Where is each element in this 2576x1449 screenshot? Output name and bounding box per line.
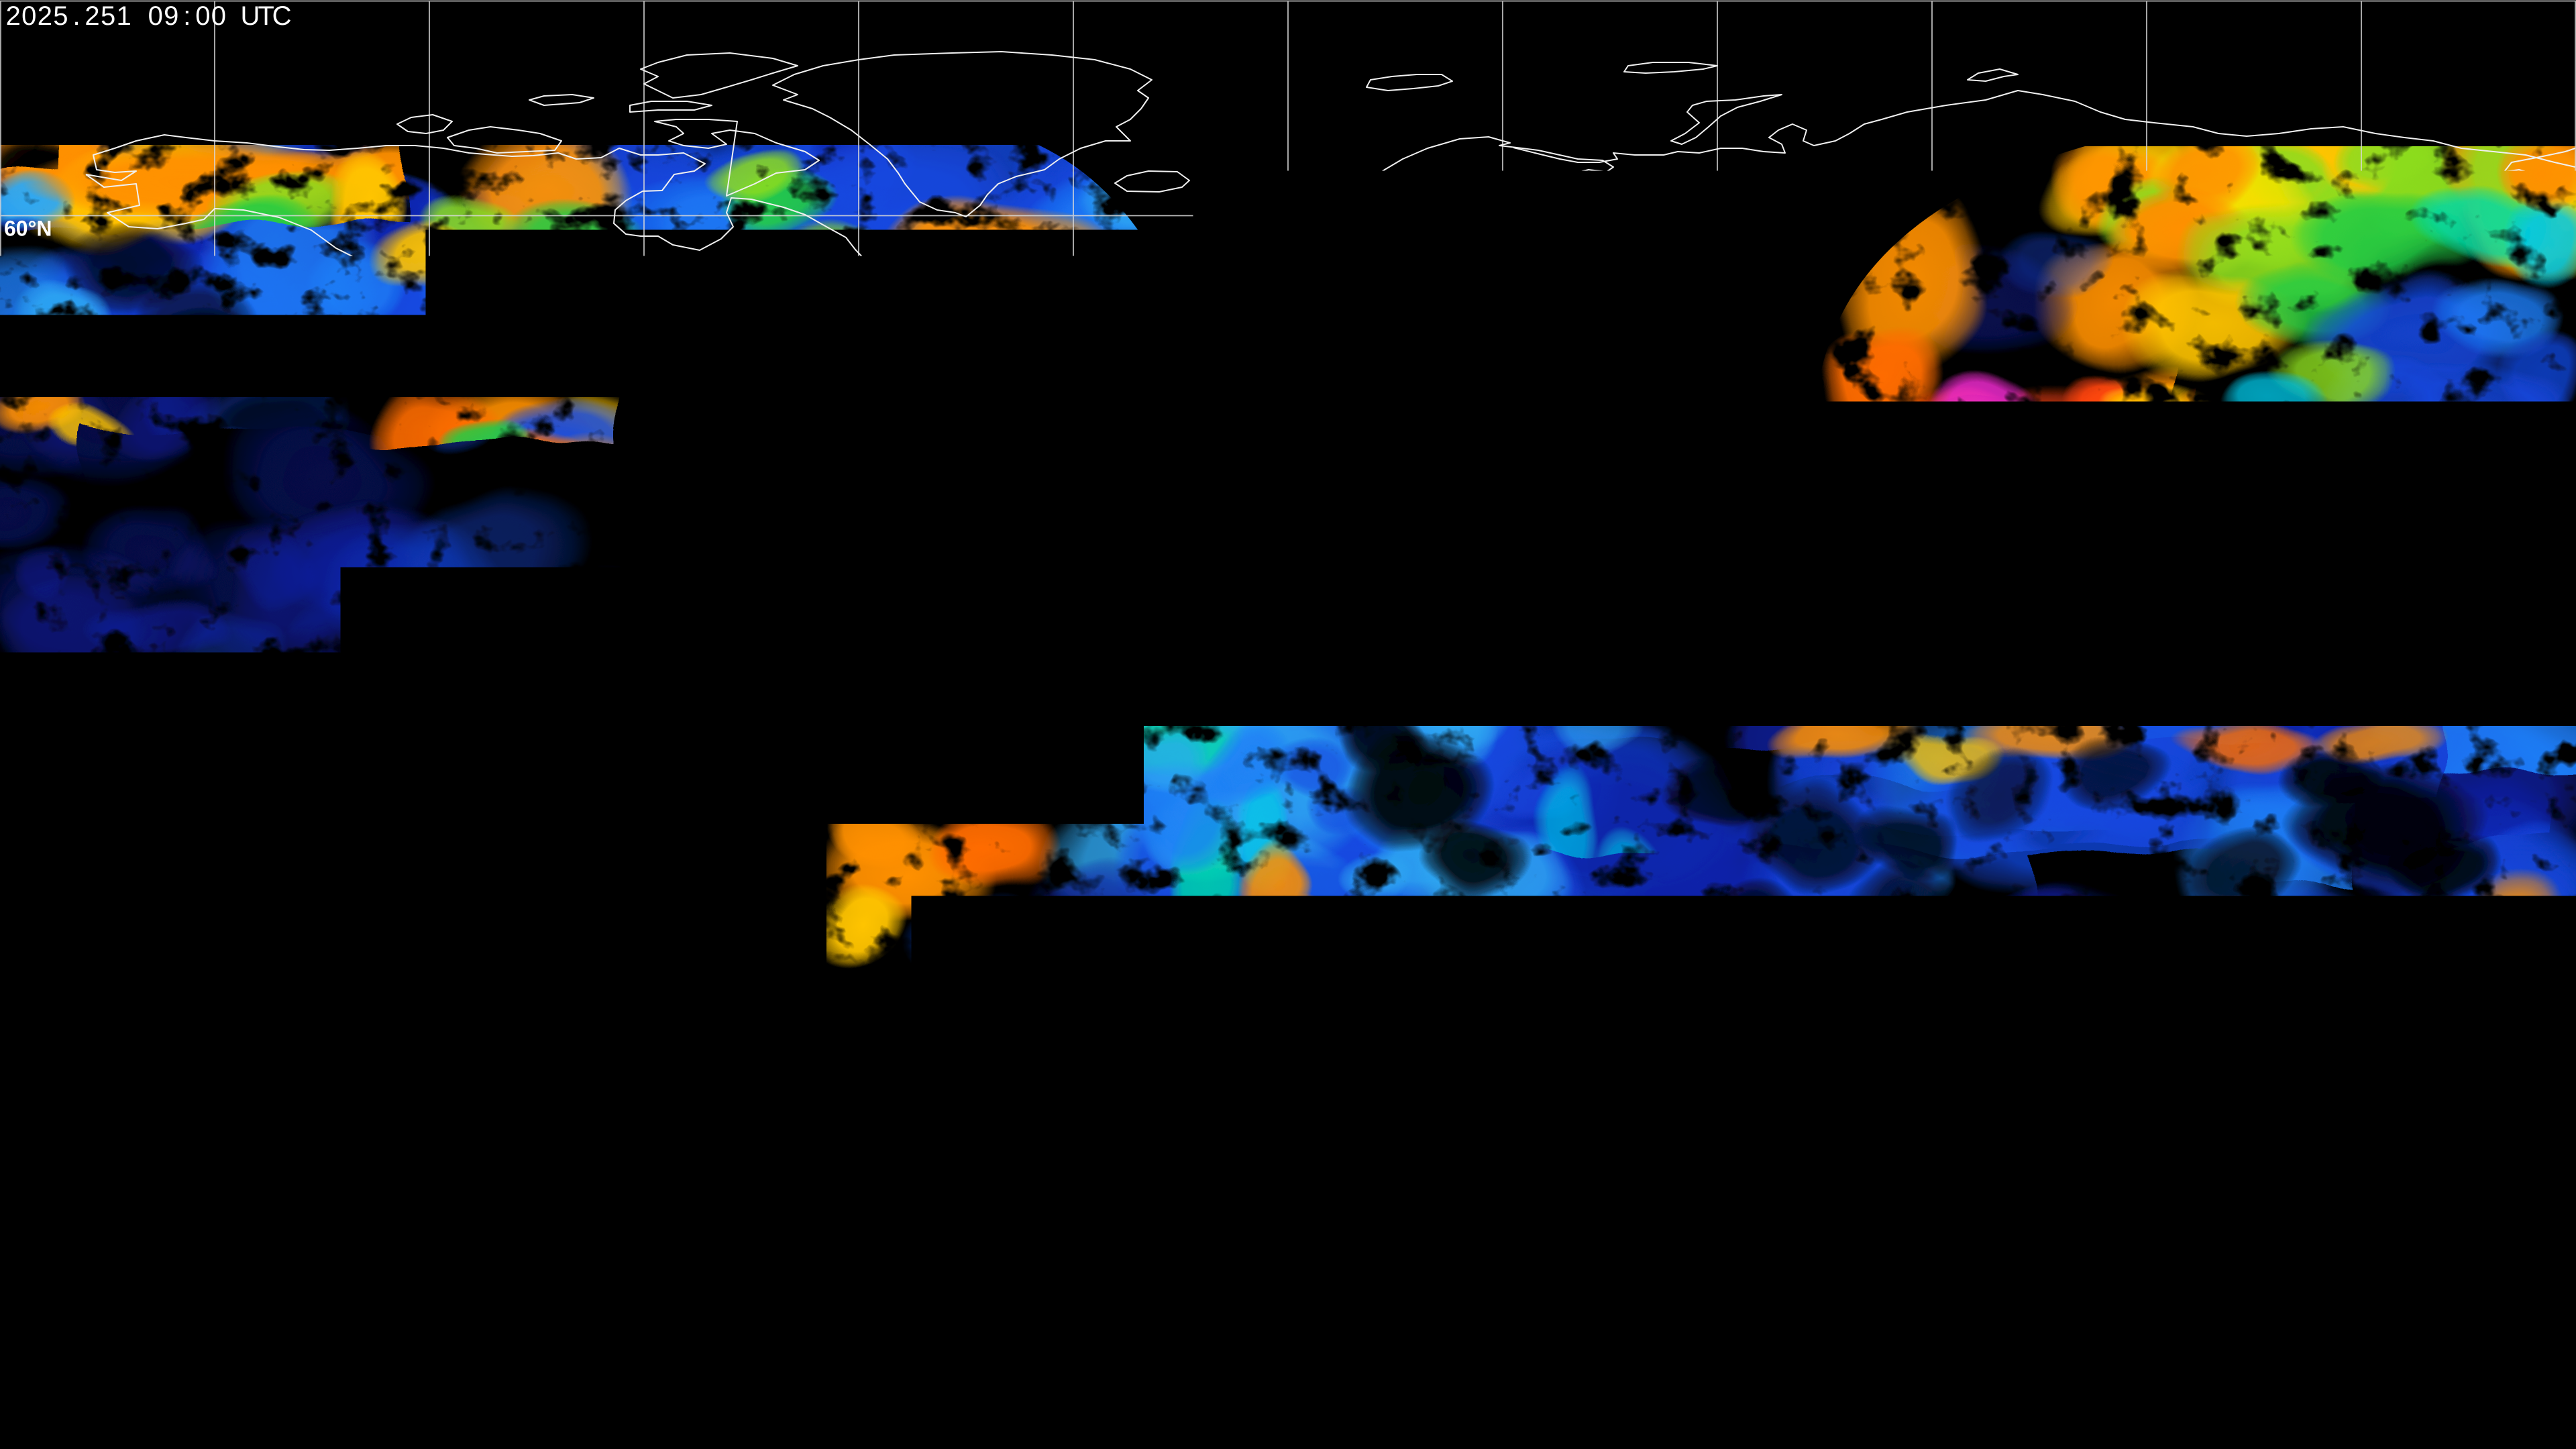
svg-text:2: 2 [1892, 1341, 1908, 1373]
svg-text:0: 0 [1909, 1341, 1925, 1373]
svg-text:1: 1 [116, 1, 131, 31]
svg-text:1: 1 [1655, 1341, 1670, 1373]
svg-text:9: 9 [164, 1, 178, 31]
svg-text:1: 1 [1721, 1341, 1737, 1373]
svg-text::: : [183, 1, 191, 31]
svg-text:0: 0 [21, 1, 36, 31]
svg-text:4: 4 [1177, 1341, 1193, 1373]
svg-text:0: 0 [211, 1, 226, 31]
svg-text:0: 0 [710, 1341, 725, 1373]
svg-text:2: 2 [85, 1, 99, 31]
svg-text:4: 4 [1738, 1341, 1754, 1373]
svg-text:2: 2 [38, 1, 52, 31]
svg-text:30°S: 30°S [4, 861, 51, 885]
svg-text:8: 8 [1473, 1341, 1489, 1373]
svg-text:0: 0 [1591, 1341, 1606, 1373]
svg-text:C: C [272, 1, 292, 31]
svg-text:5: 5 [101, 1, 115, 31]
svg-text:.: . [72, 1, 80, 31]
svg-text:2: 2 [6, 1, 21, 31]
svg-text:60°N: 60°N [4, 217, 52, 241]
svg-text:2: 2 [969, 1341, 985, 1373]
svg-text:6: 6 [1342, 1341, 1357, 1373]
svg-text:5: 5 [53, 1, 68, 31]
svg-text:1: 1 [1788, 1341, 1804, 1373]
svg-text:6: 6 [1805, 1341, 1821, 1373]
svg-text:1: 1 [1574, 1341, 1589, 1373]
svg-text:0: 0 [148, 1, 163, 31]
svg-text:60°S: 60°S [4, 1075, 51, 1099]
svg-text:U: U [241, 1, 260, 31]
svg-text:30°N: 30°N [4, 431, 52, 455]
svg-text:0°N: 0°N [4, 646, 40, 670]
svg-text:0: 0 [195, 1, 210, 31]
svg-text:2: 2 [1672, 1341, 1687, 1373]
svg-text:Cloud Top Height, kilometers: Cloud Top Height, kilometers [1050, 1377, 1523, 1409]
